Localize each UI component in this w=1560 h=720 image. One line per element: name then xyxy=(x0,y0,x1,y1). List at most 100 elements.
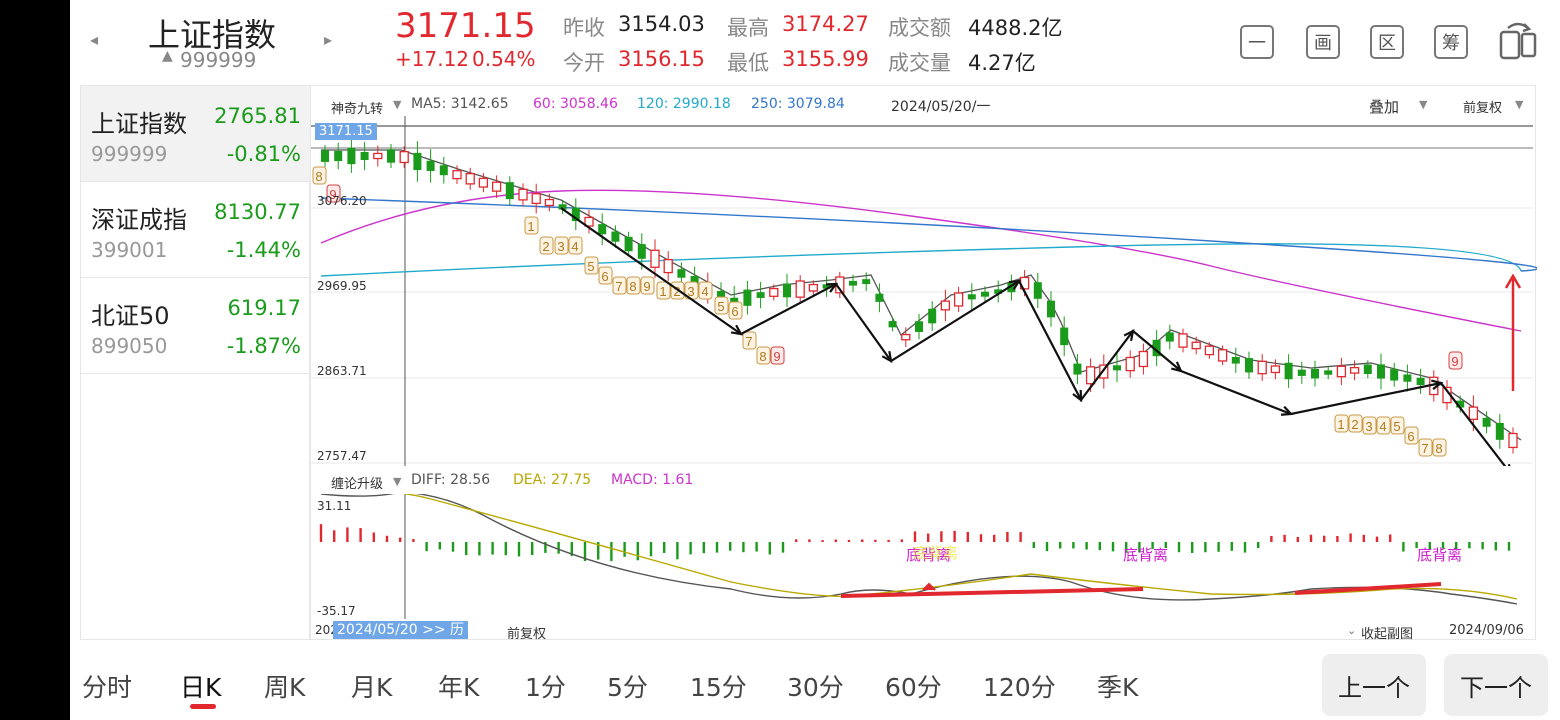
red-up-arrowhead xyxy=(1504,273,1522,289)
y-axis-label: 2969.95 xyxy=(317,279,367,293)
tab-quarterly[interactable]: 季K xyxy=(1097,673,1139,702)
prev-stock-button[interactable]: 上一个 xyxy=(1322,654,1426,716)
index-list-item[interactable]: 北证50 619.17 899050 -1.87% xyxy=(81,278,311,374)
draw-button[interactable]: 画 xyxy=(1306,25,1340,59)
macd-bar xyxy=(1415,542,1418,549)
macd-bar xyxy=(715,542,719,553)
tab-60min[interactable]: 60分 xyxy=(885,673,942,702)
macd-bar xyxy=(1138,542,1141,553)
high-value: 3174.27 xyxy=(782,12,869,36)
candle-body-down xyxy=(426,160,435,171)
prev-index-arrow-icon[interactable]: ◂ xyxy=(90,30,99,49)
macd-bar xyxy=(768,542,771,555)
overlay-button[interactable]: 叠加 xyxy=(1369,98,1400,116)
candle-body-down xyxy=(598,224,607,235)
td-label-box xyxy=(1348,414,1363,433)
tab-daily[interactable]: 日K xyxy=(180,673,222,702)
y-axis-label: 2863.71 xyxy=(317,364,367,378)
macd-bar xyxy=(1428,542,1431,550)
index-list-name: 深证成指 xyxy=(91,206,187,234)
tab-weekly[interactable]: 周K xyxy=(264,673,306,702)
macd-bar xyxy=(1243,542,1247,553)
index-list-price: 8130.77 xyxy=(214,200,301,224)
macd-bar xyxy=(1283,534,1286,542)
candle-body-up xyxy=(1257,360,1267,375)
macd-y-bottom: -35.17 xyxy=(317,604,356,618)
tab-30min[interactable]: 30分 xyxy=(787,673,844,702)
sub-indicator-dropdown-icon[interactable]: ▼ xyxy=(393,475,402,488)
candle-body-down xyxy=(1482,417,1491,427)
candle-body-up xyxy=(940,300,951,311)
td-label: 4 xyxy=(571,239,578,254)
tab-15min[interactable]: 15分 xyxy=(690,673,747,702)
macd-bar xyxy=(900,539,903,542)
tab-5min[interactable]: 5分 xyxy=(607,673,648,702)
candle-body-down xyxy=(888,321,897,328)
index-list-code: 899050 xyxy=(91,334,168,358)
td-label-box xyxy=(524,216,539,235)
index-list-item[interactable]: 上证指数 2765.81 999999 -0.81% xyxy=(81,86,311,182)
td-label: 7 xyxy=(745,334,752,349)
macd-bar xyxy=(1336,536,1339,542)
candle-body-down xyxy=(1495,422,1504,440)
tab-monthly[interactable]: 月K xyxy=(351,673,393,702)
trend-arrowhead xyxy=(1008,279,1022,291)
macd-bar xyxy=(1111,542,1115,552)
diff-legend: DIFF: 28.56 xyxy=(411,472,491,488)
indicator-dropdown-icon[interactable]: ▼ xyxy=(393,98,402,111)
divergence-lines xyxy=(840,582,1442,598)
tab-120min[interactable]: 120分 xyxy=(983,673,1056,702)
trend-arrowhead xyxy=(1171,361,1183,373)
collapse-subchart-button[interactable]: 收起副图 xyxy=(1361,627,1414,642)
next-index-arrow-icon[interactable]: ▸ xyxy=(324,30,333,49)
macd-bar xyxy=(689,542,692,555)
index-list-name: 上证指数 xyxy=(91,110,187,138)
sub-indicator-select[interactable]: 缠论升级 xyxy=(331,477,384,492)
candle-body-down xyxy=(413,152,422,171)
candle-body-up xyxy=(1085,366,1096,385)
ma250-line xyxy=(320,197,1537,272)
candle-body-up xyxy=(452,170,462,180)
macd-bar xyxy=(333,530,336,542)
index-list-item[interactable]: 深证成指 8130.77 399001 -1.44% xyxy=(81,182,311,278)
macd-y-top: 31.11 xyxy=(317,499,352,513)
adjust-button[interactable]: 前复权 xyxy=(1463,101,1503,116)
candle-body-down xyxy=(1456,400,1465,408)
rotate-icon[interactable] xyxy=(1498,20,1538,60)
indicator-select[interactable]: 神奇九转 xyxy=(331,102,384,117)
macd-bar xyxy=(412,539,415,542)
adjust-dropdown-icon[interactable]: ▼ xyxy=(1515,98,1524,111)
prev-close-label: 昨收 xyxy=(563,16,605,40)
open-value: 3156.15 xyxy=(618,47,705,71)
overlay-dropdown-icon[interactable]: ▼ xyxy=(1419,98,1428,111)
macd-bar xyxy=(1375,536,1379,542)
macd-bar xyxy=(1164,542,1167,549)
high-label: 最高 xyxy=(727,16,769,40)
minus-button[interactable]: 一 xyxy=(1240,25,1274,59)
tab-intraday[interactable]: 分时 xyxy=(82,673,133,702)
index-name: 上证指数 xyxy=(148,16,277,54)
td-label-box xyxy=(770,346,785,365)
macd-bar xyxy=(1006,531,1009,542)
macd-bar xyxy=(676,542,679,560)
tab-yearly[interactable]: 年K xyxy=(438,673,480,702)
td-label: 8 xyxy=(759,349,766,364)
collapse-icon[interactable]: ⌄ xyxy=(1347,624,1357,637)
cursor-date-tag[interactable]: 2024/05/20 >> 历 xyxy=(333,621,469,639)
candle-body-down xyxy=(822,284,831,289)
td-label: 2 xyxy=(673,284,680,299)
next-stock-button[interactable]: 下一个 xyxy=(1444,654,1548,716)
candle-body-up xyxy=(399,151,409,164)
candle-body-up xyxy=(1217,349,1228,362)
macd-bar xyxy=(1507,542,1511,551)
macd-chart[interactable] xyxy=(311,494,1537,619)
kline-chart-panel[interactable]: 神奇九转 ▼ MA5: 3142.65 60: 3058.46 120: 299… xyxy=(310,85,1537,642)
filter-button[interactable]: 筹 xyxy=(1434,25,1468,59)
tab-1min[interactable]: 1分 xyxy=(525,673,566,702)
macd-bar xyxy=(1362,534,1365,542)
range-button[interactable]: 区 xyxy=(1370,25,1404,59)
ma250-legend: 250: 3079.84 xyxy=(751,96,845,112)
trend-arrowhead xyxy=(1123,328,1135,342)
index-list-pct: -1.87% xyxy=(226,334,301,358)
